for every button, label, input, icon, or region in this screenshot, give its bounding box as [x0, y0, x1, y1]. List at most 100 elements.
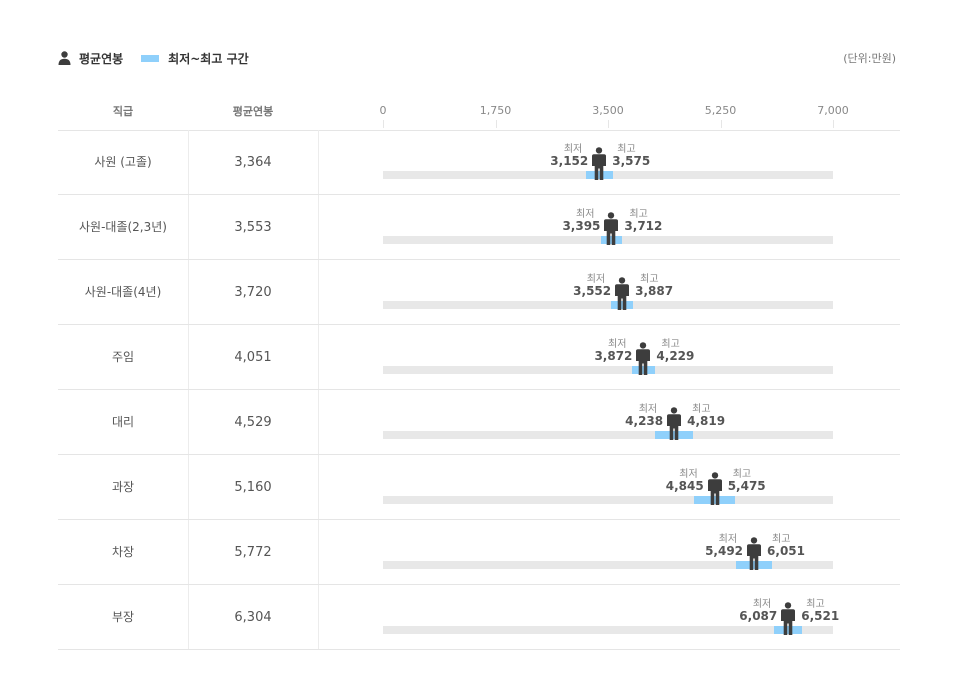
max-value: 6,521 [801, 609, 840, 623]
person-icon [707, 472, 722, 505]
table-row: 주임 4,051 최저 3,872 최고 4,229 [0, 325, 953, 390]
salary-track [383, 561, 833, 569]
row-divider [58, 649, 900, 650]
min-value: 5,492 [705, 544, 744, 558]
person-icon [58, 51, 71, 65]
max-value: 3,887 [635, 284, 674, 298]
max-value: 5,475 [727, 479, 766, 493]
max-caption: 최고 [732, 469, 752, 480]
grade-label: 사원 (고졸) [94, 155, 152, 169]
x-tick-mark [383, 120, 384, 128]
min-caption: 최저 [718, 534, 738, 545]
grade-label: 사원-대졸(4년) [84, 285, 162, 299]
column-divider [318, 130, 319, 650]
table-row: 사원 (고졸) 3,364 최저 3,152 최고 3,575 [0, 130, 953, 195]
max-value: 4,819 [687, 414, 726, 428]
min-caption: 최저 [576, 209, 595, 220]
salary-range-bar [631, 366, 655, 374]
legend-avg-label: 평균연봉 [79, 51, 124, 66]
avg-salary-value: 4,529 [234, 415, 272, 430]
x-tick-mark [496, 120, 497, 128]
person-icon [781, 602, 796, 635]
salary-range-bar [601, 236, 622, 244]
min-caption: 최저 [608, 339, 627, 350]
grade-label: 차장 [111, 545, 135, 559]
row-divider [58, 389, 900, 390]
avg-salary-value: 3,364 [234, 155, 272, 170]
salary-range-bar [655, 431, 693, 439]
row-divider [58, 454, 900, 455]
min-value: 6,087 [739, 609, 778, 623]
max-caption: 최고 [629, 209, 648, 220]
salary-track [383, 301, 833, 309]
person-icon [604, 212, 619, 245]
salary-range-bar [774, 626, 803, 634]
salary-range-bar [694, 496, 735, 504]
x-tick-mark [833, 120, 834, 128]
max-caption: 최고 [617, 144, 636, 155]
min-value: 4,845 [665, 479, 704, 493]
max-caption: 최고 [692, 404, 711, 415]
max-caption: 최고 [772, 534, 791, 545]
x-tick-mark [721, 120, 722, 128]
avg-salary-value: 4,051 [234, 350, 272, 365]
avg-salary-value: 5,160 [234, 480, 272, 495]
min-caption: 최저 [679, 469, 698, 480]
min-caption: 최저 [752, 599, 772, 610]
max-value: 6,051 [767, 544, 806, 558]
column-divider [188, 130, 189, 650]
x-tick-label: 3,500 [592, 104, 624, 117]
x-tick-label: 7,000 [817, 104, 849, 117]
x-tick-mark [608, 120, 609, 128]
min-value: 3,872 [594, 349, 633, 363]
max-value: 3,575 [612, 154, 651, 168]
legend: 평균연봉 최저~최고 구간 [58, 48, 249, 68]
unit-label: (단위:만원) [843, 52, 896, 65]
avg-salary-value: 3,720 [234, 285, 272, 300]
row-divider [58, 194, 900, 195]
min-caption: 최저 [638, 404, 658, 415]
table-row: 부장 6,304 최저 6,087 최고 6,521 [0, 585, 953, 650]
x-tick-label: 0 [379, 104, 387, 117]
grade-label: 대리 [111, 415, 135, 429]
max-caption: 최고 [806, 599, 825, 610]
legend-range-swatch [141, 54, 160, 62]
person-icon [667, 407, 682, 440]
max-caption: 최고 [640, 274, 659, 285]
table-row: 과장 5,160 최저 4,845 최고 5,475 [0, 455, 953, 520]
grade-label: 부장 [111, 610, 135, 624]
grade-label: 주임 [111, 350, 135, 364]
min-caption: 최저 [563, 144, 583, 155]
legend-range-label: 최저~최고 구간 [168, 51, 249, 66]
min-caption: 최저 [586, 274, 606, 285]
salary-range-bar [611, 301, 633, 309]
salary-track [383, 496, 833, 504]
header-avg-salary: 평균연봉 [232, 105, 274, 118]
salary-track [383, 626, 833, 634]
table-row: 사원-대졸(2,3년) 3,553 최저 3,395 최고 3,712 [0, 195, 953, 260]
avg-salary-value: 5,772 [234, 545, 272, 560]
person-icon [615, 277, 630, 310]
table-row: 차장 5,772 최저 5,492 최고 6,051 [0, 520, 953, 585]
min-value: 3,552 [573, 284, 612, 298]
avg-salary-value: 3,553 [234, 220, 272, 235]
person-icon [592, 147, 607, 180]
header-divider [58, 130, 900, 131]
min-value: 4,238 [625, 414, 664, 428]
min-value: 3,152 [550, 154, 589, 168]
row-divider [58, 584, 900, 585]
grade-label: 사원-대졸(2,3년) [79, 220, 167, 234]
max-value: 4,229 [656, 349, 695, 363]
salary-range-bar [736, 561, 772, 569]
avg-salary-value: 6,304 [234, 610, 272, 625]
salary-range-bar [585, 171, 613, 179]
salary-track [383, 366, 833, 374]
person-icon [636, 342, 651, 375]
min-value: 3,395 [562, 219, 601, 233]
grade-label: 과장 [111, 480, 135, 494]
person-icon [747, 537, 762, 570]
header-grade: 직급 [112, 105, 134, 118]
max-value: 3,712 [624, 219, 663, 233]
table-row: 대리 4,529 최저 4,238 최고 4,819 [0, 390, 953, 455]
x-tick-label: 1,750 [479, 104, 512, 117]
